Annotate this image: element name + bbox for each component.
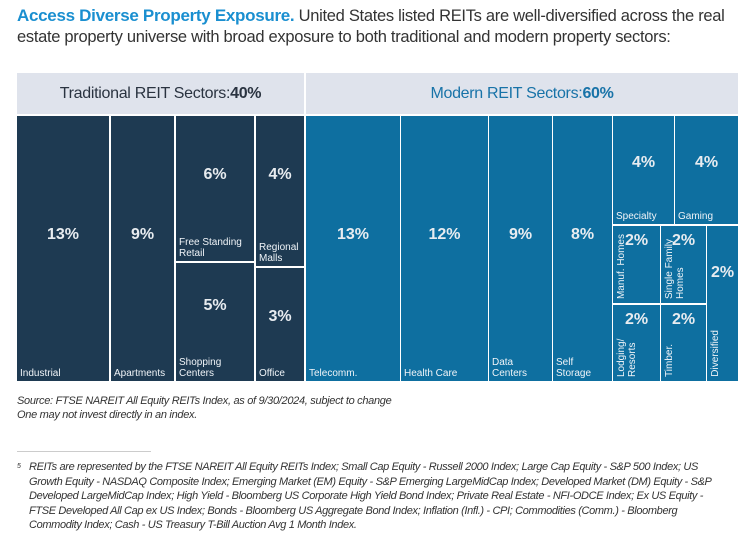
cell-health-care: 12% Health Care bbox=[401, 116, 488, 381]
source-line: Source: FTSE NAREIT All Equity REITs Ind… bbox=[17, 395, 392, 407]
header-value: 40% bbox=[230, 84, 262, 102]
header-label: Traditional REIT Sectors: bbox=[59, 84, 231, 102]
cell-value: 13% bbox=[46, 226, 80, 243]
cell-timber: 2% Timber. bbox=[661, 305, 706, 381]
cell-value: 2% bbox=[624, 232, 649, 249]
footnote: 5 REITs are represented by the FTSE NAREI… bbox=[17, 460, 732, 533]
cell-value: 2% bbox=[671, 311, 696, 328]
cell-value: 12% bbox=[428, 226, 461, 243]
cell-value: 5% bbox=[203, 297, 227, 314]
footnote-text: REITs are represented by the FTSE NAREIT… bbox=[29, 461, 712, 531]
cell-shopping-centers: 5% Shopping Centers bbox=[176, 263, 254, 381]
cell-specialty: 4% Specialty bbox=[613, 116, 674, 224]
cell-label: Timber. bbox=[664, 344, 675, 377]
cell-value: 4% bbox=[631, 154, 656, 171]
cell-value: 9% bbox=[508, 226, 533, 243]
cell-value: 3% bbox=[268, 308, 292, 325]
cell-value: 2% bbox=[624, 311, 649, 328]
modern-sectors-header: Modern REIT Sectors: 60% bbox=[306, 73, 738, 114]
cell-value: 9% bbox=[130, 226, 155, 243]
cell-label: Telecomm. bbox=[309, 368, 358, 379]
intro-text: United States listed REITs are well-dive… bbox=[17, 7, 725, 46]
cell-value: 2% bbox=[671, 232, 696, 249]
cell-label: Single Family Homes bbox=[664, 238, 686, 299]
cell-label: Office bbox=[259, 368, 285, 379]
cell-label: Self Storage bbox=[556, 357, 592, 379]
cell-manuf-homes: 2% Manuf. Homes bbox=[613, 226, 660, 303]
cell-regional-malls: 4% Regional Malls bbox=[256, 116, 304, 266]
intro-paragraph: Access Diverse Property Exposure. United… bbox=[17, 5, 742, 48]
cell-label: Lodging/ Resorts bbox=[616, 338, 638, 377]
cell-diversified: 2% Diversified bbox=[707, 226, 738, 381]
cell-label: Regional Malls bbox=[259, 242, 299, 264]
cell-label: Health Care bbox=[404, 368, 458, 379]
cell-value: 2% bbox=[710, 264, 735, 281]
disclaimer-line: One may not invest directly in an index. bbox=[17, 409, 197, 421]
cell-telecomm: 13% Telecomm. bbox=[306, 116, 400, 381]
cell-label: Gaming bbox=[678, 211, 714, 222]
cell-value: 4% bbox=[694, 154, 719, 171]
cell-value: 6% bbox=[203, 166, 227, 183]
footnote-divider bbox=[17, 451, 151, 452]
cell-label: Industrial bbox=[20, 368, 61, 379]
source-note: Source: FTSE NAREIT All Equity REITs Ind… bbox=[17, 394, 392, 422]
traditional-sectors-header: Traditional REIT Sectors: 40% bbox=[17, 73, 304, 114]
cell-lodging-resorts: 2% Lodging/ Resorts bbox=[613, 305, 660, 381]
cell-label: Specialty bbox=[616, 211, 657, 222]
cell-label: Diversified bbox=[710, 330, 721, 377]
header-value: 60% bbox=[582, 84, 614, 102]
cell-gaming: 4% Gaming bbox=[675, 116, 738, 224]
cell-self-storage: 8% Self Storage bbox=[553, 116, 612, 381]
cell-industrial: 13% Industrial bbox=[17, 116, 109, 381]
cell-label: Data Centers bbox=[492, 357, 528, 379]
cell-value: 13% bbox=[336, 226, 370, 243]
cell-label: Manuf. Homes bbox=[616, 233, 627, 299]
footnote-marker: 5 bbox=[17, 463, 21, 470]
cell-data-centers: 9% Data Centers bbox=[489, 116, 552, 381]
cell-free-standing-retail: 6% Free Standing Retail bbox=[176, 116, 254, 261]
cell-label: Free Standing Retail bbox=[179, 237, 242, 259]
cell-apartments: 9% Apartments bbox=[111, 116, 174, 381]
header-label: Modern REIT Sectors: bbox=[430, 84, 583, 102]
cell-label: Apartments bbox=[114, 368, 166, 379]
cell-value: 8% bbox=[570, 226, 595, 243]
cell-office: 3% Office bbox=[256, 268, 304, 381]
headline: Access Diverse Property Exposure. bbox=[17, 6, 295, 25]
cell-value: 4% bbox=[268, 166, 292, 183]
cell-label: Shopping Centers bbox=[179, 357, 222, 379]
cell-single-family-homes: 2% Single Family Homes bbox=[661, 226, 706, 303]
